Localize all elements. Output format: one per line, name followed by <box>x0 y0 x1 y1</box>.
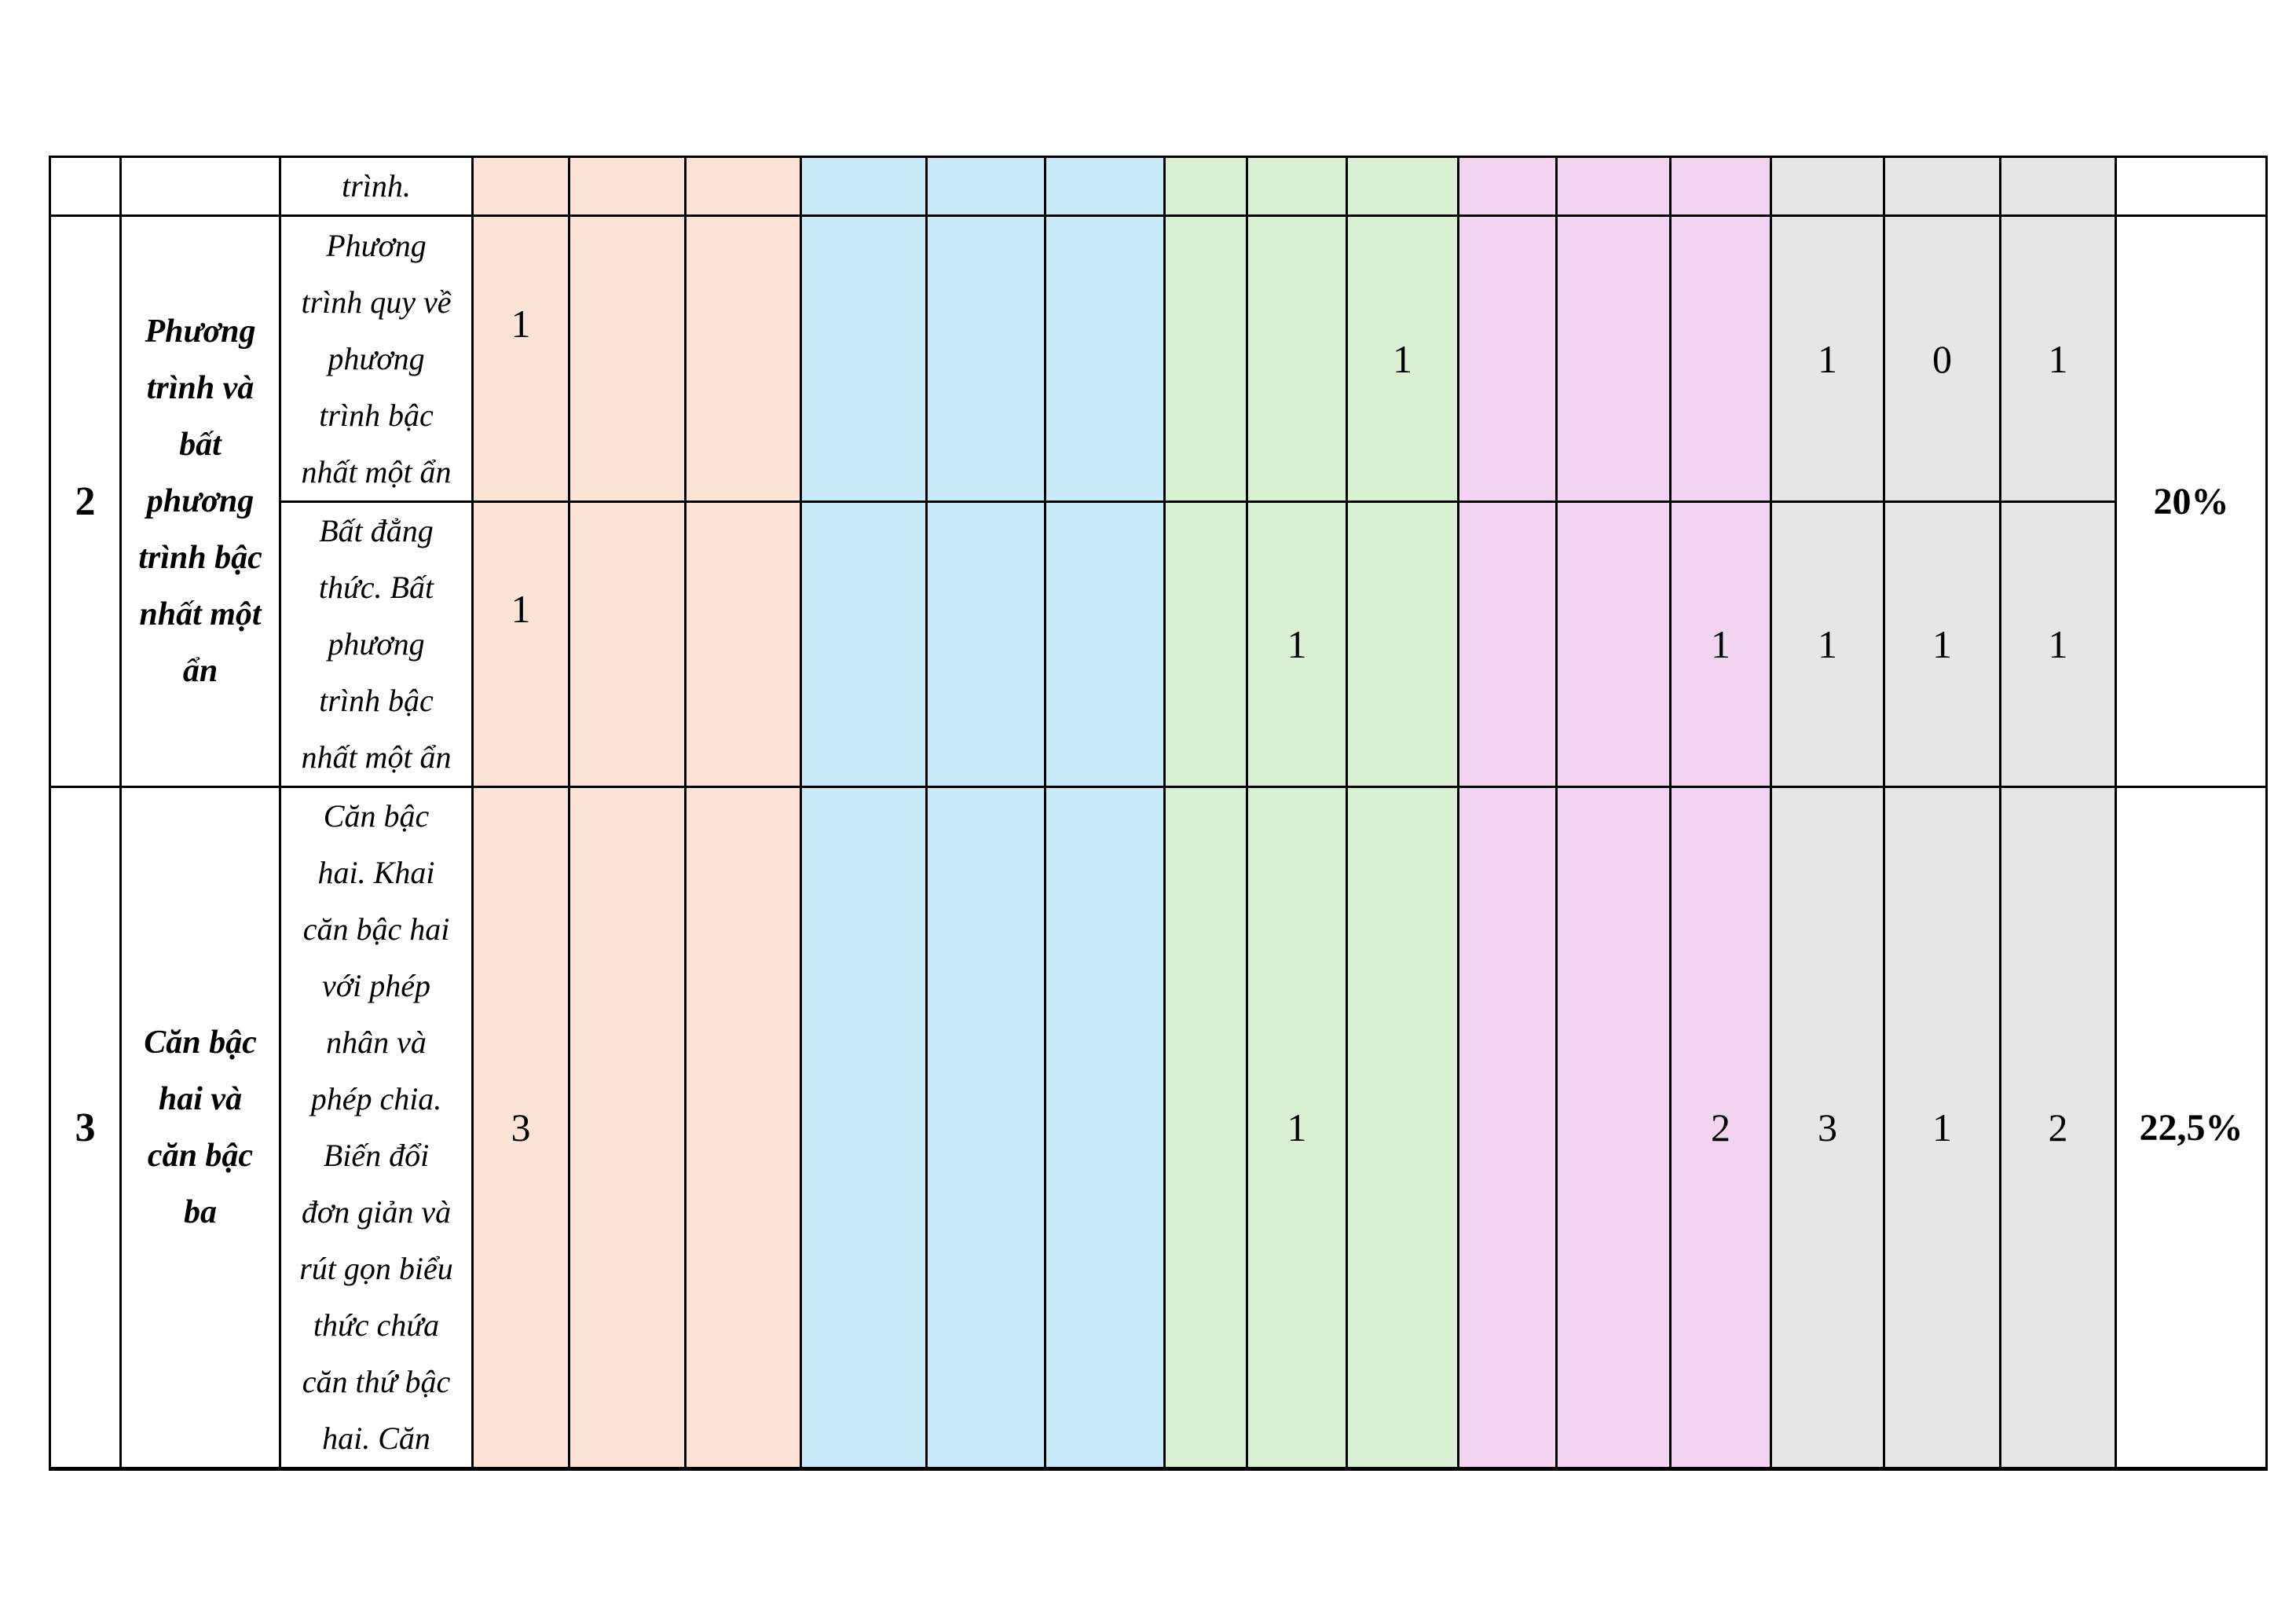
cell-row1-gray-2 <box>1883 156 2001 217</box>
cell-row1-gray-1 <box>1770 156 1885 217</box>
cell-row2a-peach-1: 1 <box>471 214 570 503</box>
cell-row2b-blue-3 <box>1044 500 1166 788</box>
cell-row3-pink-3: 2 <box>1669 786 1772 1470</box>
cell-row2a-pink-3 <box>1669 214 1772 503</box>
cell-row3-peach-1: 3 <box>471 786 570 1470</box>
cell-row2a-peach-3 <box>684 214 802 503</box>
row2a-content-text: Phương trình quy về phương trình bậc nhấ… <box>301 227 452 489</box>
table-row-1-partial: trình. <box>49 156 2268 217</box>
row2b-content-text: Bất đẳng thức. Bất phương trình bậc nhất… <box>301 513 452 775</box>
row2-stt-text: 2 <box>75 478 96 524</box>
cell-row3-gray-2: 1 <box>1883 786 2001 1470</box>
cell-row2a-green-1 <box>1163 214 1248 503</box>
cell-row3-blue-1 <box>800 786 928 1470</box>
table-row-3: 3 Căn bậc hai và căn bậc ba Căn bậc hai.… <box>49 786 2268 1470</box>
cell-row3-pink-1 <box>1457 786 1558 1470</box>
cell-row2b-content: Bất đẳng thức. Bất phương trình bậc nhất… <box>279 500 474 788</box>
row3-percent-text: 22,5% <box>2139 1106 2243 1149</box>
cell-row3-gray-1: 3 <box>1770 786 1885 1470</box>
cell-row2a-gray-1: 1 <box>1770 214 1885 503</box>
row2-percent-text: 20% <box>2153 480 2229 522</box>
cell-row2b-gray-3: 1 <box>1999 500 2117 788</box>
cell-row2-percent: 20% <box>2115 214 2268 788</box>
cell-row2a-green-2 <box>1246 214 1348 503</box>
cell-row2b-gray-2: 1 <box>1883 500 2001 788</box>
cell-row2b-green-3 <box>1346 500 1459 788</box>
cell-row3-green-2: 1 <box>1246 786 1348 1470</box>
cell-row1-stt <box>49 156 122 217</box>
cell-row1-blue-1 <box>800 156 928 217</box>
cell-row2a-green-3: 1 <box>1346 214 1459 503</box>
row2-topic-text: Phương trình và bất phương trình bậc nhấ… <box>138 313 262 689</box>
cell-row3-percent: 22,5% <box>2115 786 2268 1470</box>
cell-row2a-content: Phương trình quy về phương trình bậc nhấ… <box>279 214 474 503</box>
cell-row3-pink-2 <box>1555 786 1672 1470</box>
cell-row1-content: trình. <box>279 156 474 217</box>
cell-row2a-peach-2 <box>568 214 687 503</box>
cell-row2a-pink-2 <box>1555 214 1672 503</box>
cell-row1-green-3 <box>1346 156 1459 217</box>
cell-row3-content: Căn bậc hai. Khai căn bậc hai với phép n… <box>279 786 474 1470</box>
row3-stt-text: 3 <box>75 1105 96 1150</box>
cell-row1-pink-2 <box>1555 156 1672 217</box>
cell-row1-gray-3 <box>1999 156 2117 217</box>
cell-row2b-peach-3 <box>684 500 802 788</box>
cell-row2b-blue-2 <box>925 500 1046 788</box>
cell-row1-peach-2 <box>568 156 687 217</box>
cell-row1-green-2 <box>1246 156 1348 217</box>
table-row-2b: Bất đẳng thức. Bất phương trình bậc nhất… <box>50 500 2267 788</box>
row3-topic-text: Căn bậc hai và căn bậc ba <box>144 1025 257 1230</box>
cell-row1-blue-2 <box>925 156 1046 217</box>
cell-row3-peach-3 <box>684 786 802 1470</box>
cell-row2b-peach-2 <box>568 500 687 788</box>
cell-row3-blue-3 <box>1044 786 1166 1470</box>
table-row-2a: 2 Phương trình và bất phương trình bậc n… <box>49 214 2268 788</box>
cell-row3-peach-2 <box>568 786 687 1470</box>
cell-row2b-pink-3: 1 <box>1669 500 1772 788</box>
cell-row2a-blue-3 <box>1044 214 1166 503</box>
cell-row1-pink-1 <box>1457 156 1558 217</box>
cell-row3-topic: Căn bậc hai và căn bậc ba <box>119 786 281 1470</box>
cell-row3-green-1 <box>1163 786 1248 1470</box>
row1-content-text: trình. <box>342 168 411 203</box>
cell-row1-percent <box>2115 156 2268 217</box>
cell-row2b-green-1 <box>1163 500 1248 788</box>
cell-row2b-pink-2 <box>1555 500 1672 788</box>
cell-row1-blue-3 <box>1044 156 1166 217</box>
row3-content-text: Căn bậc hai. Khai căn bậc hai với phép n… <box>299 798 453 1456</box>
cell-row1-topic <box>119 156 281 217</box>
cell-row2b-pink-1 <box>1457 500 1558 788</box>
cell-row3-stt: 3 <box>49 786 122 1470</box>
cell-row2a-blue-1 <box>800 214 928 503</box>
exam-matrix-table: trình. 2 Phương trình và bất phương trìn… <box>49 156 2268 1471</box>
cell-row2-stt: 2 <box>49 214 122 788</box>
cell-row2a-pink-1 <box>1457 214 1558 503</box>
cell-row1-peach-3 <box>684 156 802 217</box>
cell-row2a-gray-2: 0 <box>1883 214 2001 503</box>
cell-row3-gray-3: 2 <box>1999 786 2117 1470</box>
cell-row1-pink-3 <box>1669 156 1772 217</box>
cell-row3-green-3 <box>1346 786 1459 1470</box>
cell-row2b-green-2: 1 <box>1246 500 1348 788</box>
cell-row2a-blue-2 <box>925 214 1046 503</box>
cell-row2-topic: Phương trình và bất phương trình bậc nhấ… <box>119 214 281 788</box>
cell-row2b-gray-1: 1 <box>1770 500 1885 788</box>
cell-row3-blue-2 <box>925 786 1046 1470</box>
cell-row2b-peach-1: 1 <box>471 500 570 788</box>
cell-row2b-blue-1 <box>800 500 928 788</box>
cell-row1-green-1 <box>1163 156 1248 217</box>
cell-row1-peach-1 <box>471 156 570 217</box>
cell-row2a-gray-3: 1 <box>1999 214 2117 503</box>
